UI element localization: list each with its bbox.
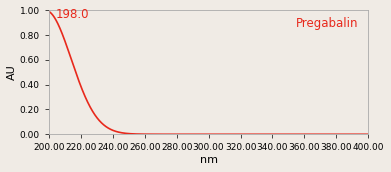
- Text: 198.0: 198.0: [55, 8, 89, 21]
- Y-axis label: AU: AU: [7, 64, 17, 80]
- X-axis label: nm: nm: [199, 155, 217, 165]
- Text: Pregabalin: Pregabalin: [296, 17, 359, 30]
